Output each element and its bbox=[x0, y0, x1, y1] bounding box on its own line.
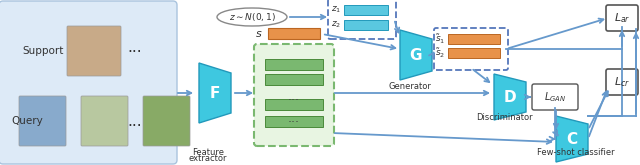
FancyBboxPatch shape bbox=[606, 69, 638, 95]
Bar bbox=[265, 74, 323, 85]
Text: $z_2$: $z_2$ bbox=[331, 20, 341, 30]
Text: ...: ... bbox=[128, 114, 142, 129]
Text: ...: ... bbox=[128, 40, 142, 55]
Text: Query: Query bbox=[11, 116, 43, 126]
FancyBboxPatch shape bbox=[67, 26, 121, 76]
Bar bbox=[344, 5, 388, 15]
FancyBboxPatch shape bbox=[254, 44, 334, 146]
Text: ...: ... bbox=[288, 112, 300, 125]
Text: extractor: extractor bbox=[189, 154, 227, 163]
Text: ...: ... bbox=[288, 90, 300, 103]
Text: $\mathbf{C}$: $\mathbf{C}$ bbox=[566, 131, 578, 147]
Polygon shape bbox=[400, 30, 432, 80]
Text: Support: Support bbox=[22, 46, 63, 56]
FancyBboxPatch shape bbox=[81, 96, 128, 146]
Text: $s$: $s$ bbox=[255, 29, 263, 39]
Bar bbox=[448, 34, 500, 44]
Bar bbox=[268, 28, 320, 39]
Bar bbox=[344, 20, 388, 30]
Text: $\mathbf{F}$: $\mathbf{F}$ bbox=[209, 85, 221, 101]
Text: $\mathbf{D}$: $\mathbf{D}$ bbox=[503, 89, 517, 105]
FancyBboxPatch shape bbox=[434, 28, 508, 70]
Text: $z \sim N(0,1)$: $z \sim N(0,1)$ bbox=[228, 11, 275, 23]
FancyBboxPatch shape bbox=[0, 1, 177, 164]
Text: $L_{cr}$: $L_{cr}$ bbox=[614, 75, 630, 89]
Bar bbox=[265, 99, 323, 110]
FancyBboxPatch shape bbox=[532, 84, 578, 110]
Text: $L_{ar}$: $L_{ar}$ bbox=[614, 11, 630, 25]
Text: $z_1$: $z_1$ bbox=[331, 5, 341, 15]
FancyBboxPatch shape bbox=[606, 5, 638, 31]
Polygon shape bbox=[494, 74, 526, 120]
FancyBboxPatch shape bbox=[328, 0, 396, 39]
Text: $\tilde{s}_2$: $\tilde{s}_2$ bbox=[435, 46, 445, 60]
Text: $\mathbf{G}$: $\mathbf{G}$ bbox=[410, 47, 422, 63]
Ellipse shape bbox=[217, 8, 287, 26]
Text: Few-shot classifier: Few-shot classifier bbox=[537, 148, 614, 157]
Text: $L_{GAN}$: $L_{GAN}$ bbox=[544, 90, 566, 104]
FancyBboxPatch shape bbox=[19, 96, 66, 146]
Text: Generator: Generator bbox=[388, 82, 431, 91]
Bar bbox=[265, 116, 323, 127]
FancyBboxPatch shape bbox=[143, 96, 190, 146]
Bar bbox=[265, 59, 323, 70]
Text: Feature: Feature bbox=[192, 148, 224, 157]
Bar bbox=[448, 48, 500, 58]
Text: $\tilde{s}_1$: $\tilde{s}_1$ bbox=[435, 32, 445, 46]
Polygon shape bbox=[199, 63, 231, 123]
Text: Discriminator: Discriminator bbox=[476, 113, 532, 122]
Polygon shape bbox=[556, 116, 588, 162]
